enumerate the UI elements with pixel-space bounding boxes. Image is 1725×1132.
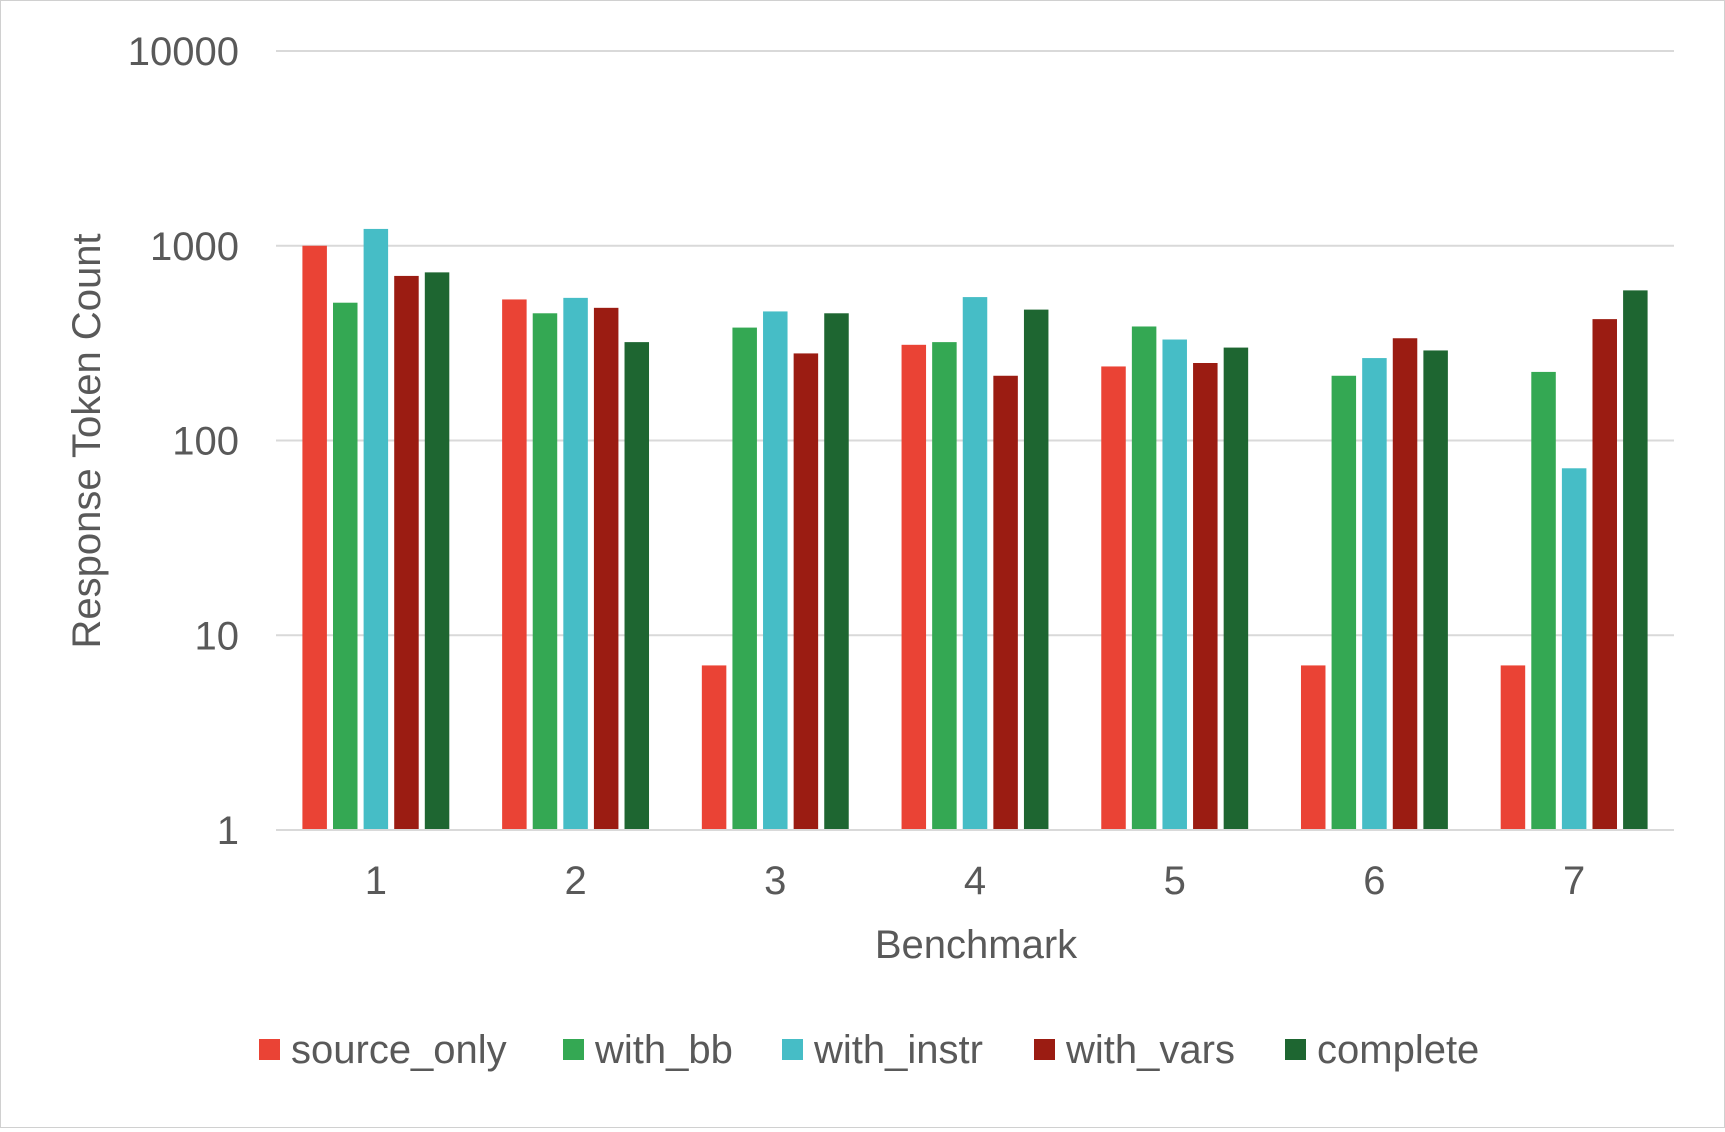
bar-with_vars-2 [593,307,619,831]
bar-with_vars-4 [993,375,1018,830]
y-tick-label: 10000 [128,30,239,74]
bar-with_vars-6 [1392,338,1418,830]
legend-label: with_vars [1065,1028,1235,1072]
legend-item-with_bb: with_bb [563,1028,733,1072]
x-tick-label: 4 [964,859,986,903]
legend-item-source_only: source_only [259,1028,507,1072]
legend-label: source_only [291,1028,507,1072]
legend-item-with_instr: with_instr [782,1028,983,1072]
bar-complete-7 [1623,290,1648,830]
bar-with_vars-3 [793,353,819,830]
bar-with_bb-7 [1531,371,1556,830]
x-axis-ticks: 1 2 3 4 5 6 7 [276,829,1674,903]
bar-with_bb-2 [532,313,558,830]
bars [302,228,1648,831]
bar-with_bb-3 [732,327,757,830]
bar-with_instr-5 [1162,339,1187,830]
bar-source_only-2 [502,299,527,830]
bar-with_vars-7 [1592,319,1617,830]
legend-label: with_bb [594,1028,733,1072]
x-tick-label: 5 [1164,859,1186,903]
bar-source_only-5 [1101,366,1126,830]
bar-with_instr-1 [363,228,389,831]
bar-complete-6 [1423,350,1448,830]
x-tick-label: 3 [764,859,786,903]
bar-with_bb-1 [333,302,358,831]
bar-source_only-6 [1300,665,1326,830]
bar-with_instr-4 [962,297,988,830]
x-tick-label: 1 [365,859,387,903]
y-axis-ticks: 1 10 100 1000 10000 [128,30,239,853]
x-tick-label: 6 [1363,859,1385,903]
y-tick-label: 10 [195,614,240,658]
bar-complete-1 [424,272,450,830]
bar-with_instr-2 [563,297,588,830]
bar-with_instr-6 [1362,358,1387,830]
legend-label: complete [1317,1028,1479,1072]
bar-source_only-3 [701,665,727,830]
bar-source_only-4 [901,344,927,830]
y-tick-label: 1000 [150,225,239,269]
legend-label: with_instr [813,1028,983,1072]
bar-source_only-7 [1500,665,1526,830]
legend-swatch [1034,1039,1055,1060]
y-axis-title: Response Token Count [65,233,109,648]
legend-swatch [259,1039,280,1060]
x-tick-label: 7 [1563,859,1585,903]
legend-item-complete: complete [1285,1028,1479,1072]
legend-item-with_vars: with_vars [1034,1028,1235,1072]
legend-swatch [782,1039,803,1060]
bar-with_bb-5 [1131,326,1157,830]
bar-source_only-1 [302,245,327,830]
legend-swatch [563,1039,584,1060]
bar-with_instr-3 [763,311,788,830]
legend-swatch [1285,1039,1306,1060]
bar-with_vars-5 [1193,363,1218,830]
bar-with_instr-7 [1561,468,1587,830]
bar-complete-5 [1223,347,1249,830]
bar-complete-4 [1023,309,1049,830]
legend: source_only with_bb with_instr with_vars com… [259,1028,1479,1072]
bar-complete-3 [824,313,849,830]
bar-with_bb-4 [932,342,957,830]
bar-complete-2 [624,342,650,830]
y-tick-label: 100 [172,420,239,464]
bar-with_bb-6 [1331,375,1357,830]
y-tick-label: 1 [217,809,239,853]
x-axis-title: Benchmark [875,923,1078,967]
x-tick-label: 2 [564,859,586,903]
bar-with_vars-1 [394,275,419,831]
